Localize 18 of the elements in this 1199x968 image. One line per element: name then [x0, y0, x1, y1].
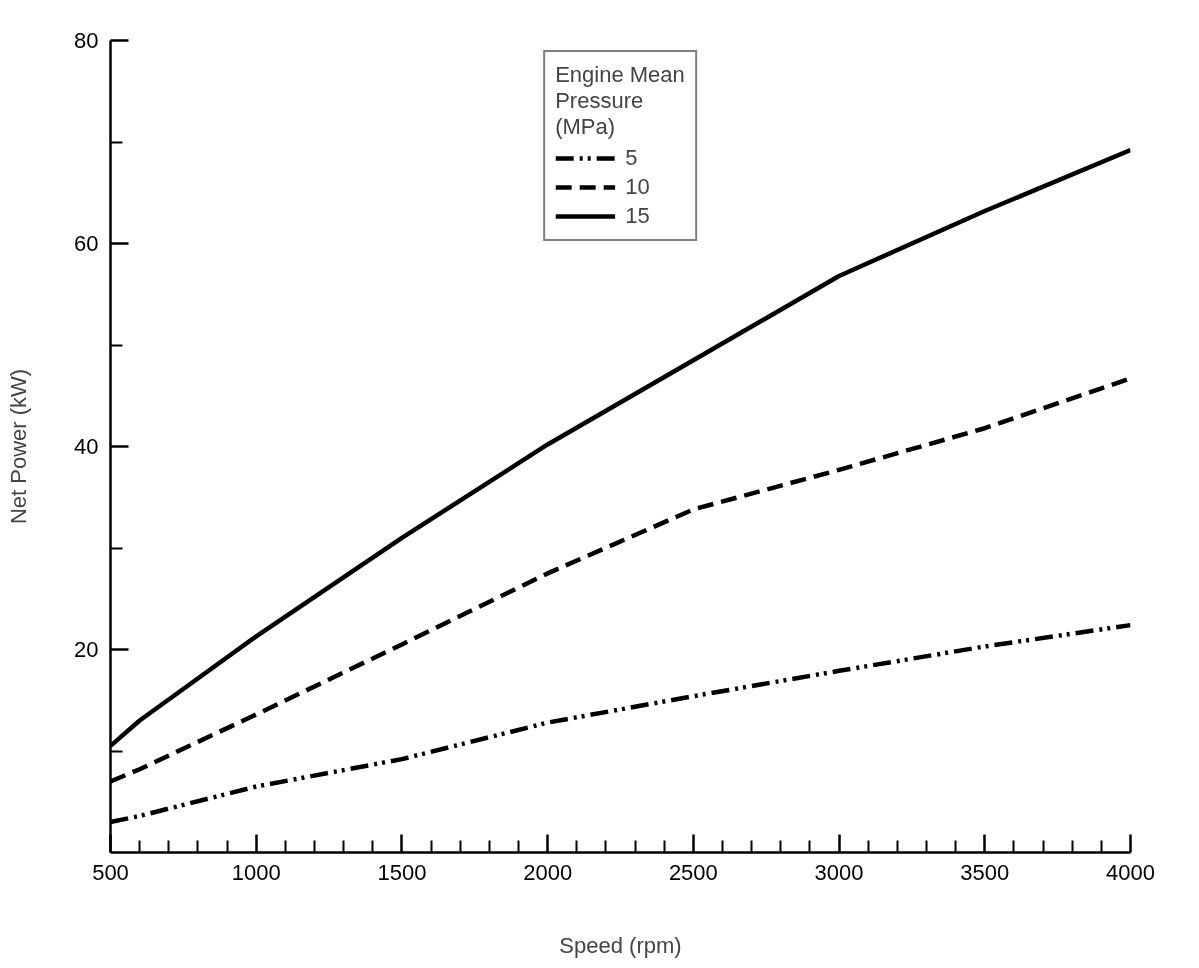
y-tick-label: 80: [74, 28, 99, 53]
y-tick-label: 60: [74, 231, 99, 256]
x-tick-label: 3000: [814, 859, 864, 885]
x-tick-label: 4000: [1106, 859, 1155, 885]
y-tick-label: 40: [74, 434, 99, 459]
y-tick-label: 20: [74, 637, 99, 662]
legend-label: 10: [625, 174, 650, 200]
x-axis-title: Speed (rpm): [559, 932, 682, 958]
x-tick-label: 2500: [668, 859, 718, 885]
x-tick-label: 1500: [377, 859, 427, 885]
legend-label: 15: [625, 203, 650, 229]
legend-title: Engine Mean Pressure (MPa): [555, 62, 685, 140]
legend-label: 5: [625, 145, 639, 171]
y-axis-title: Net Power (kW): [6, 368, 32, 525]
x-tick-label: 2000: [523, 859, 573, 885]
x-tick-label: 1000: [231, 859, 281, 885]
x-tick-label: 500: [92, 859, 129, 885]
x-tick-label: 3500: [960, 859, 1010, 885]
